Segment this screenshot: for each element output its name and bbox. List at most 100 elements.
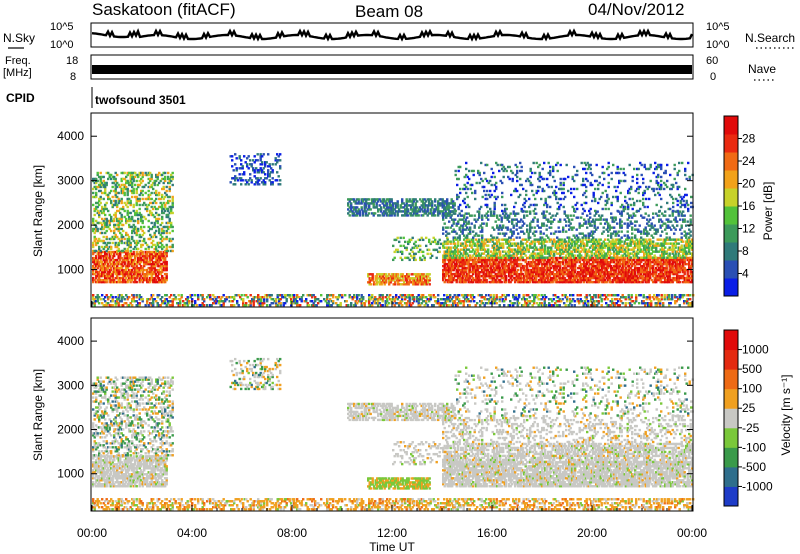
power-cell xyxy=(120,268,123,272)
power-cell xyxy=(119,254,122,258)
power-cell xyxy=(131,260,134,264)
power-cell xyxy=(156,207,159,211)
power-cell xyxy=(252,302,255,305)
power-cell xyxy=(443,294,446,297)
power-cell xyxy=(141,268,144,272)
power-cell xyxy=(108,219,111,223)
power-cell xyxy=(165,298,168,301)
power-cell xyxy=(141,179,144,183)
power-cell xyxy=(150,235,153,239)
power-cell xyxy=(102,298,105,301)
power-cell xyxy=(129,171,132,175)
power-cell xyxy=(129,302,132,305)
power-cell xyxy=(158,181,161,185)
power-cell xyxy=(135,201,138,205)
power-cell xyxy=(108,258,111,262)
power-cell xyxy=(143,272,146,276)
power-cell xyxy=(150,262,153,266)
power-cell xyxy=(147,171,150,175)
power-cell xyxy=(473,296,476,299)
power-cell xyxy=(123,247,126,251)
power-cell xyxy=(93,304,96,307)
power-cell xyxy=(96,300,99,303)
power-cell xyxy=(114,276,117,280)
power-cell xyxy=(146,262,149,266)
power-cell xyxy=(113,203,116,207)
power-cell xyxy=(113,199,116,203)
power-cell xyxy=(168,231,171,235)
power-cell xyxy=(158,280,161,284)
power-cell xyxy=(101,262,104,266)
power-cell xyxy=(267,153,270,156)
power-cell xyxy=(108,250,111,254)
power-cell xyxy=(122,272,125,276)
power-cell xyxy=(155,252,158,256)
power-cell xyxy=(141,221,144,225)
power-cell xyxy=(132,191,135,195)
freq-panel-frame xyxy=(90,54,694,80)
power-cell xyxy=(164,258,167,262)
power-cell xyxy=(137,217,140,221)
power-cell xyxy=(105,278,108,282)
power-cell xyxy=(95,177,98,181)
power-cell xyxy=(357,198,360,201)
power-cell xyxy=(116,298,119,301)
power-cell xyxy=(120,207,123,211)
power-cell xyxy=(96,227,99,231)
power-cell xyxy=(131,189,134,193)
power-cell xyxy=(152,294,155,297)
power-cell xyxy=(689,298,692,301)
power-cell xyxy=(114,300,117,303)
power-cell xyxy=(141,171,144,175)
power-cell xyxy=(96,205,99,209)
power-cell xyxy=(117,252,120,256)
power-cell xyxy=(165,215,168,219)
power-cell xyxy=(104,191,107,195)
power-cell xyxy=(156,304,159,307)
power-cell xyxy=(149,201,152,205)
power-cell xyxy=(110,304,113,307)
power-cell xyxy=(156,268,159,272)
power-cell xyxy=(114,223,117,227)
power-cell xyxy=(270,294,273,297)
power-cell xyxy=(212,302,215,305)
power-cell xyxy=(164,278,167,282)
power-cell xyxy=(108,213,111,217)
power-cell xyxy=(99,175,102,179)
power-cell xyxy=(108,278,111,282)
power-cell xyxy=(161,278,164,282)
beam-title: Beam 08 xyxy=(355,2,423,21)
power-cell xyxy=(128,264,131,268)
power-cell xyxy=(99,195,102,199)
power-cell xyxy=(132,223,135,227)
power-cell xyxy=(246,296,249,299)
power-cell xyxy=(240,294,243,297)
power-cell xyxy=(227,296,230,299)
power-cell xyxy=(168,221,171,225)
power-cell xyxy=(689,294,692,297)
power-cell xyxy=(138,294,141,297)
power-cell xyxy=(93,262,96,266)
power-cell xyxy=(120,276,123,280)
power-cell xyxy=(117,225,120,229)
power-cell xyxy=(171,199,174,203)
power-cell xyxy=(165,231,168,235)
power-cell xyxy=(98,302,101,305)
power-cell xyxy=(149,179,152,183)
power-cell xyxy=(393,256,396,260)
power-cell xyxy=(134,225,137,229)
power-cell xyxy=(164,260,167,264)
power-cell xyxy=(105,280,108,284)
power-cell xyxy=(107,177,110,181)
power-cell xyxy=(125,217,128,221)
power-cell xyxy=(150,256,153,260)
power-cell xyxy=(158,260,161,264)
power-cell xyxy=(320,294,323,297)
power-cell xyxy=(197,294,200,297)
power-cell xyxy=(144,183,147,187)
power-cell xyxy=(134,256,137,260)
power-cell xyxy=(170,304,173,307)
power-cell xyxy=(114,266,117,270)
power-cell xyxy=(138,268,141,272)
power-cell xyxy=(114,213,117,217)
